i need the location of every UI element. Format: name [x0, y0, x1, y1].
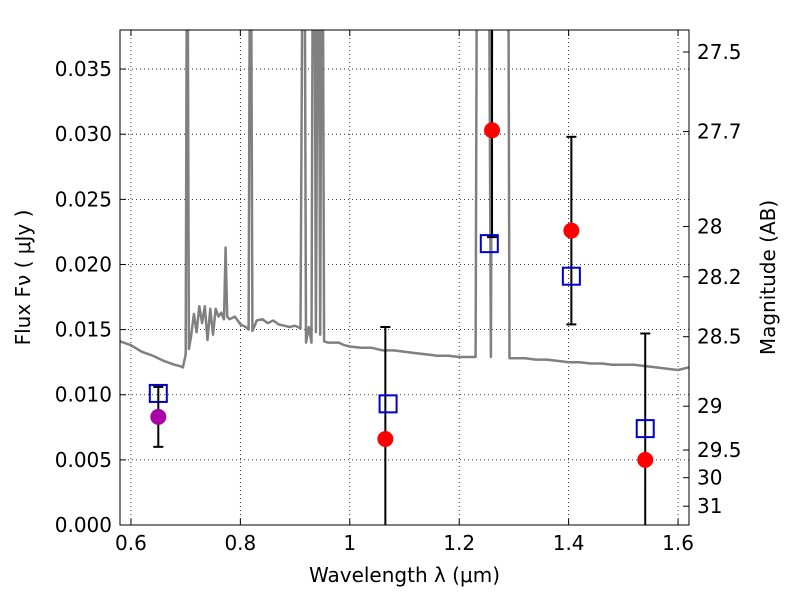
x-tick-label: 1.4 [553, 531, 585, 555]
observed-point [484, 122, 501, 139]
model-point [635, 419, 655, 439]
observed-point [637, 451, 654, 468]
spectrum-line [120, 30, 689, 372]
observed-point [377, 431, 394, 448]
observed-points [150, 122, 654, 468]
mag-tick-label: 28.2 [697, 265, 742, 289]
mag-tick-label: 29 [697, 394, 722, 418]
mag-tick-label: 28.5 [697, 325, 742, 349]
x-tick-label: 1.6 [662, 531, 694, 555]
x-tick-label: 1.2 [443, 531, 475, 555]
x-axis-label: Wavelength λ (μm) [309, 563, 500, 587]
x-tick-label: 0.6 [115, 531, 147, 555]
y-tick-label: 0.030 [55, 122, 112, 146]
y2-axis-label: Magnitude (AB) [756, 200, 780, 355]
x-tick-label: 1 [343, 531, 356, 555]
observed-point [150, 408, 167, 425]
y-tick-label: 0.025 [55, 187, 112, 211]
mag-tick-label: 30 [697, 466, 722, 490]
mag-tick-label: 31 [697, 494, 722, 518]
y-tick-label: 0.015 [55, 318, 112, 342]
model-point [378, 394, 398, 414]
model-point [479, 234, 499, 254]
observed-point [563, 222, 580, 239]
y-tick-label: 0.035 [55, 57, 112, 81]
model-point [148, 383, 168, 403]
grid-lines [120, 30, 689, 526]
x-tick-label: 0.8 [224, 531, 256, 555]
mag-tick-label: 28 [697, 215, 722, 239]
y-tick-label: 0.000 [55, 513, 112, 537]
y-tick-label: 0.005 [55, 448, 112, 472]
spectrum-layer [120, 30, 689, 372]
mag-tick-label: 27.7 [697, 120, 742, 144]
mag-tick-label: 27.5 [697, 40, 742, 64]
y-axis-label: Flux Fν ( μJy ) [11, 210, 35, 346]
mag-tick-label: 29.5 [697, 438, 742, 462]
plot-frame [119, 29, 690, 526]
model-points [148, 234, 655, 439]
model-point [561, 266, 581, 286]
axis-ticks: 0.6 0.8 1 1.2 1.4 1.6 0.000 0.005 0.010 0.015 0.02… [55, 30, 742, 555]
y-tick-label: 0.020 [55, 252, 112, 276]
y-tick-label: 0.010 [55, 383, 112, 407]
